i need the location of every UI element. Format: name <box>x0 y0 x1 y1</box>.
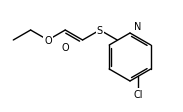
Text: S: S <box>97 26 103 36</box>
Text: N: N <box>134 22 142 32</box>
Text: Cl: Cl <box>133 89 143 99</box>
Text: O: O <box>62 42 69 52</box>
Text: O: O <box>44 36 52 46</box>
